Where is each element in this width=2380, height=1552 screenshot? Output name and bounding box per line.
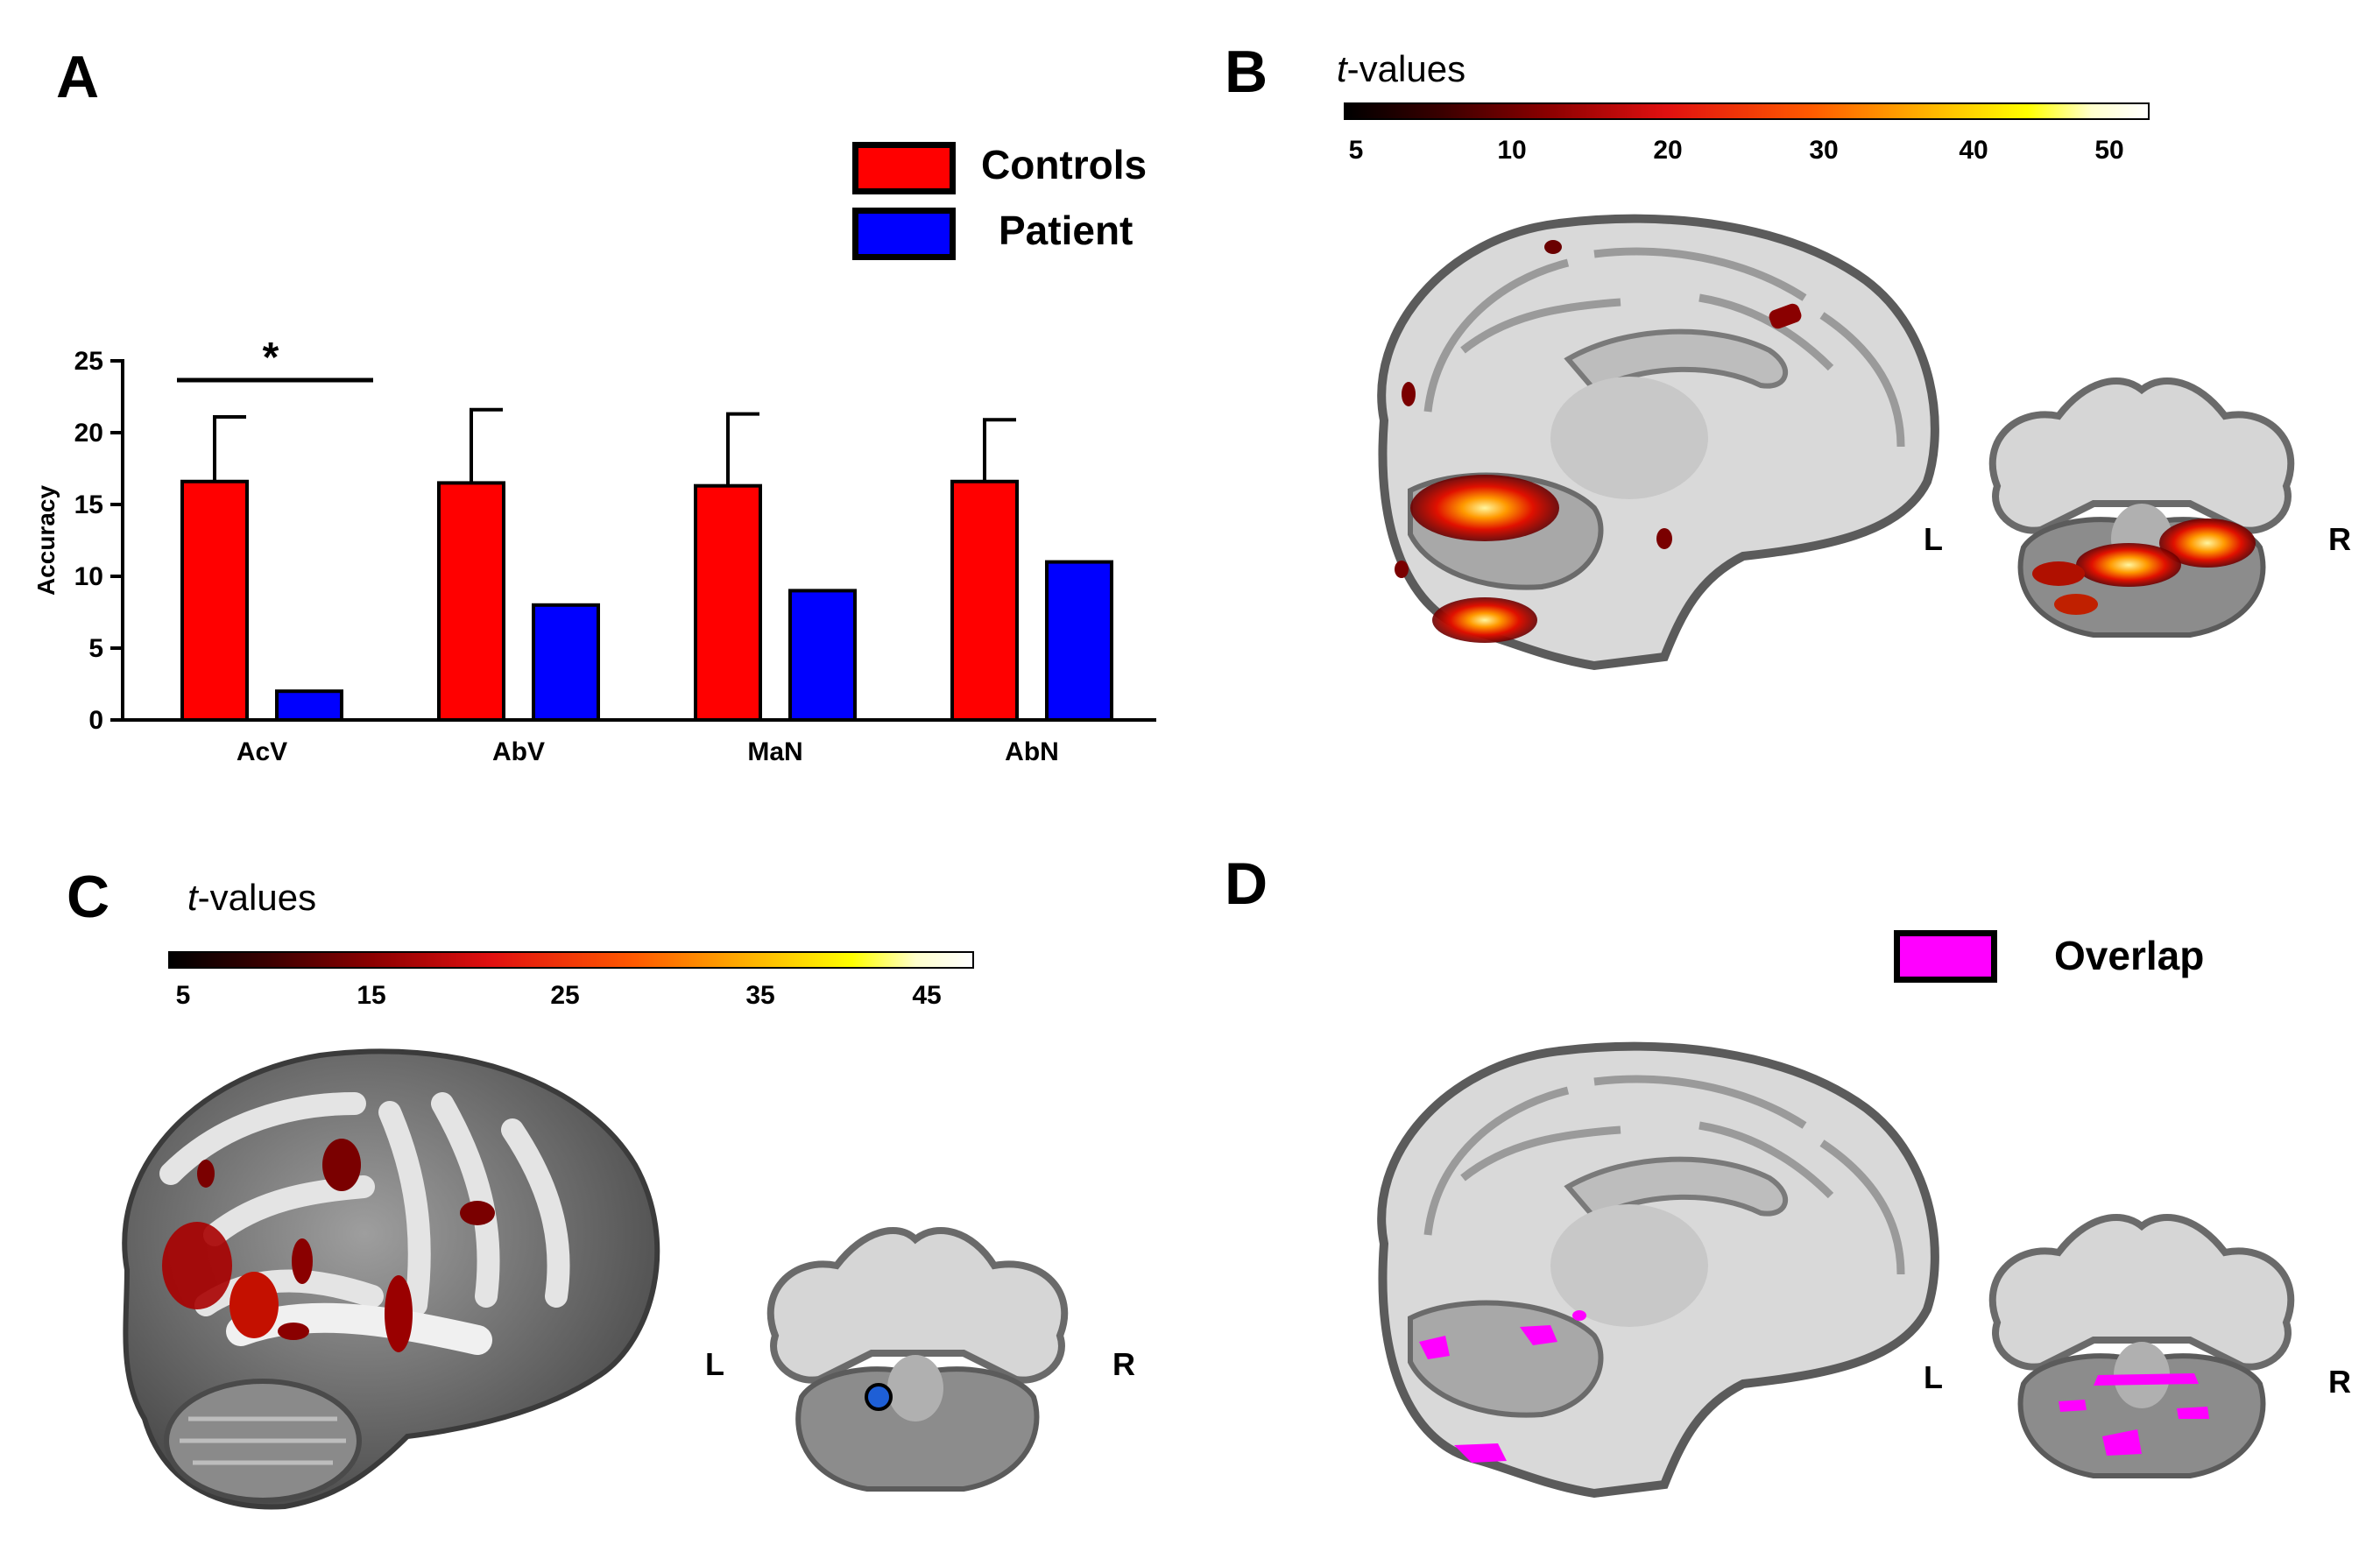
panel-d-left-label: L bbox=[1924, 1359, 1943, 1395]
significance-star: * bbox=[263, 335, 279, 381]
coronal-brain-c bbox=[766, 1227, 1069, 1492]
sagittal-brain-b bbox=[1377, 214, 1939, 671]
sagittal-brain-d bbox=[1377, 1041, 1939, 1499]
colorbar-b-title: t-values bbox=[1337, 48, 1466, 89]
y-tick-label: 15 bbox=[74, 490, 103, 519]
colorbar-b-tick: 20 bbox=[1653, 136, 1683, 165]
panel-d-letter: D bbox=[1225, 850, 1268, 917]
legend-label-overlap: Overlap bbox=[2054, 933, 2205, 978]
colorbar-b-tick: 40 bbox=[1959, 136, 1988, 165]
bar-controls-abn bbox=[950, 479, 1019, 722]
panel-b-left-label: L bbox=[1924, 521, 1943, 557]
colorbar-c-tick: 35 bbox=[745, 981, 775, 1010]
colorbar-b-tick: 5 bbox=[1348, 136, 1364, 165]
bar-patient-acv bbox=[275, 689, 343, 723]
colorbar-c-tick: 25 bbox=[550, 981, 580, 1010]
panel-c-right-label: R bbox=[1112, 1346, 1135, 1382]
bar-controls-man bbox=[694, 483, 762, 722]
colorbar-b-tick: 50 bbox=[2094, 136, 2124, 165]
panel-c-letter: C bbox=[67, 864, 110, 930]
colorbar-c-title: t-values bbox=[187, 877, 317, 918]
bar-controls-abv bbox=[437, 481, 505, 722]
y-tick-label: 10 bbox=[74, 562, 103, 591]
x-tick-label: MaN bbox=[747, 737, 802, 766]
colorbar-c-tick: 15 bbox=[357, 981, 386, 1010]
bar-patient-abv bbox=[532, 603, 600, 722]
bar-patient-man bbox=[788, 589, 857, 722]
legend-swatch-controls bbox=[852, 142, 956, 194]
colorbar-b bbox=[1344, 102, 2150, 120]
colorbar-c-tick: 45 bbox=[912, 981, 942, 1010]
lateral-brain-c bbox=[122, 1048, 660, 1510]
y-tick-label: 0 bbox=[88, 706, 103, 735]
bar-controls-acv bbox=[180, 479, 249, 722]
y-axis-label: Accuracy bbox=[32, 485, 60, 596]
y-tick-label: 25 bbox=[74, 347, 103, 376]
legend-swatch-overlap bbox=[1894, 930, 1997, 983]
panel-a-letter: A bbox=[56, 44, 100, 110]
coronal-brain-b bbox=[1988, 377, 2295, 638]
x-tick-label: AbN bbox=[1005, 737, 1059, 766]
colorbar-c bbox=[168, 951, 974, 969]
colorbar-c-tick: 5 bbox=[175, 981, 191, 1010]
y-tick-label: 20 bbox=[74, 419, 103, 448]
bar-patient-abn bbox=[1045, 560, 1113, 722]
colorbar-b-tick: 10 bbox=[1497, 136, 1527, 165]
bar-chart: 0 5 10 15 20 25 Accuracy AcV AbV MaN AbN * bbox=[32, 335, 1156, 766]
legend-swatch-patient bbox=[852, 208, 956, 260]
legend-label-patient: Patient bbox=[999, 208, 1134, 253]
y-tick-label: 5 bbox=[88, 634, 103, 663]
colorbar-b-tick: 30 bbox=[1809, 136, 1839, 165]
panel-b-letter: B bbox=[1225, 39, 1268, 105]
coronal-brain-d bbox=[1988, 1214, 2295, 1478]
x-tick-label: AbV bbox=[492, 737, 545, 766]
panel-b-right-label: R bbox=[2328, 521, 2351, 557]
legend-label-controls: Controls bbox=[981, 142, 1148, 187]
panel-d-right-label: R bbox=[2328, 1364, 2351, 1400]
x-tick-label: AcV bbox=[237, 737, 287, 766]
panel-c-left-label: L bbox=[705, 1346, 724, 1382]
